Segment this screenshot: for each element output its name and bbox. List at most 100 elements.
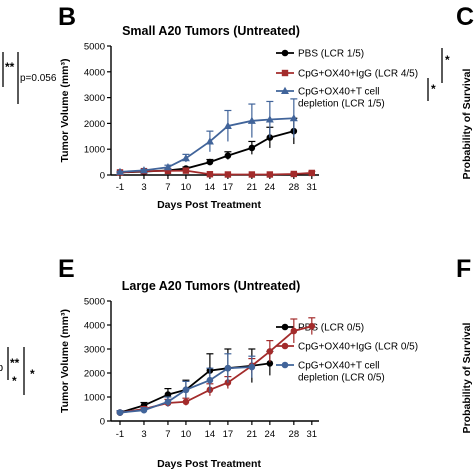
data-point [206,171,214,178]
left-sig-bottom [7,347,25,395]
y-tick-label: 5000 [84,297,105,308]
right-ylabel-top: Probability of Survival [461,68,473,179]
data-point [205,137,214,145]
x-tick-label: 24 [265,429,276,440]
y-tick-label: 0 [100,417,105,428]
legend-label: PBS (LCR 0/5) [298,323,364,334]
chart-title: Small A20 Tumors (Untreated) [122,24,300,38]
legend-marker [281,69,289,77]
x-tick-label: 7 [165,429,170,440]
x-tick-label: 28 [289,182,300,193]
x-axis-label: Days Post Treatment [157,458,261,470]
data-point [164,391,172,398]
chart-title: Large A20 Tumors (Untreated) [122,279,301,293]
left-sig-bottom-1: ** [10,356,20,370]
legend-marker [281,323,289,331]
legend-sig-star: * [431,82,436,96]
left-p-value: p=0.056 [20,73,57,84]
x-tick-label: 21 [247,429,258,440]
x-tick-label: 17 [223,429,234,440]
left-edge-char: p [0,362,3,374]
legend-sig-star: * [445,53,450,67]
data-point [308,322,316,330]
data-point [289,114,298,122]
data-point [140,406,148,414]
y-tick-label: 2000 [84,369,105,380]
legend-label: depletion (LCR 1/5) [298,99,385,110]
x-tick-label: 17 [223,182,234,193]
data-point [164,167,172,175]
x-tick-label: 14 [205,429,216,440]
x-tick-label: -1 [116,182,124,193]
series-line [119,362,270,414]
left-sig-top-stars: ** [5,60,15,74]
data-point [248,144,256,152]
data-point [206,158,214,166]
series-3 [116,353,256,416]
left-sig-bottom-3: * [30,367,35,381]
y-tick-label: 1000 [84,145,105,156]
y-tick-label: 3000 [84,345,105,356]
series-3 [115,98,298,175]
left-sig-top [2,52,19,104]
data-point [247,116,256,124]
data-point [115,167,124,175]
data-point [248,363,256,371]
data-point [181,154,190,162]
data-point [266,348,274,355]
data-point [266,171,274,178]
data-point [308,169,316,177]
chart-panel-1: Small A20 Tumors (Untreated) 0 1000 2000 300… [59,24,450,211]
y-tick-label: 4000 [84,321,105,332]
data-point [206,376,214,384]
data-point [182,167,190,174]
data-point [223,121,232,129]
data-point [290,170,298,178]
y-tick-label: 2000 [84,119,105,130]
data-point [224,379,232,386]
x-tick-label: -1 [116,429,124,440]
panel-letter-f: F [456,255,471,283]
data-point [139,166,148,174]
panel-letter-c: C [456,3,474,31]
legend-label: PBS (LCR 1/5) [298,49,364,60]
panel-letter-e: E [58,255,75,283]
series-line [119,169,312,176]
y-tick-label: 1000 [84,393,105,404]
data-point [116,409,124,416]
data-point [266,360,274,367]
x-tick-label: 24 [265,182,276,193]
data-point [248,171,256,178]
y-tick-label: 5000 [84,42,105,53]
legend-label: CpG+OX40+IgG (LCR 0/5) [298,342,418,353]
x-axis-label: Days Post Treatment [157,199,261,211]
chart-panel-2: Large A20 Tumors (Untreated) 0 1000 2000 300… [59,279,418,470]
data-point [290,327,298,335]
data-point [164,398,172,406]
data-point [224,364,232,372]
y-tick-label: 3000 [84,93,105,104]
data-point [224,152,232,159]
y-axis-label: Tumor Volume (mm³) [59,309,71,413]
charts-layer: Small A20 Tumors (Untreated) 0 1000 2000 300… [59,24,450,470]
x-tick-label: 28 [289,429,300,440]
data-point [224,171,232,178]
x-tick-label: 31 [307,429,318,440]
legend-marker [281,49,289,57]
data-point [182,398,190,406]
legend-label: CpG+OX40+T cell [298,87,380,98]
y-axis-label: Tumor Volume (mm³) [59,58,71,162]
data-point [265,115,274,123]
series-line [119,117,294,173]
x-tick-label: 10 [181,429,192,440]
x-tick-label: 31 [307,182,318,193]
left-sig-bottom-2: * [12,374,17,388]
panel-letter-b: B [58,3,76,31]
x-tick-label: 10 [181,182,192,193]
x-tick-label: 21 [247,182,258,193]
x-tick-label: 14 [205,182,216,193]
legend-marker [281,86,289,94]
data-point [163,163,172,171]
legend-label: depletion (LCR 0/5) [298,373,385,384]
x-tick-label: 3 [141,182,146,193]
